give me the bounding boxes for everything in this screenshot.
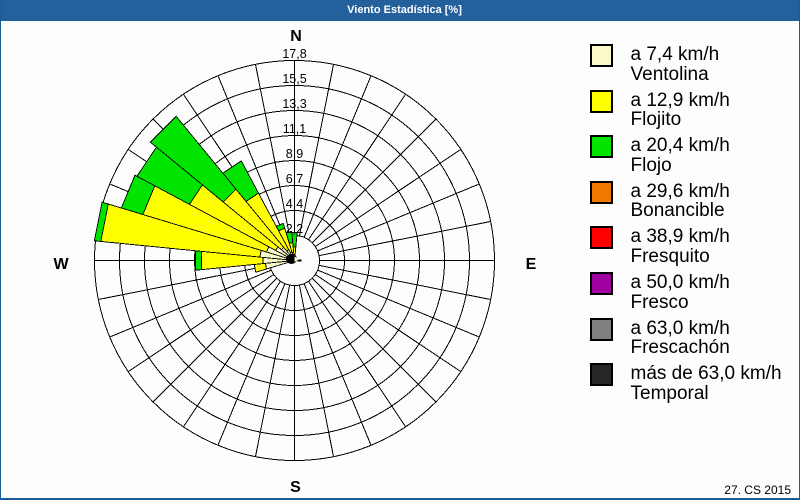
svg-text:2,2: 2,2 (286, 222, 303, 236)
svg-text:S: S (290, 479, 301, 496)
svg-text:17,8: 17,8 (282, 47, 306, 61)
svg-text:8,9: 8,9 (286, 147, 303, 161)
svg-text:15,5: 15,5 (282, 72, 306, 86)
svg-text:6,7: 6,7 (286, 172, 303, 186)
svg-text:13,3: 13,3 (282, 97, 306, 111)
svg-text:4,4: 4,4 (286, 197, 303, 211)
svg-text:11,1: 11,1 (283, 122, 306, 136)
svg-text:W: W (53, 256, 69, 273)
svg-text:E: E (526, 256, 537, 273)
svg-text:N: N (290, 28, 302, 45)
